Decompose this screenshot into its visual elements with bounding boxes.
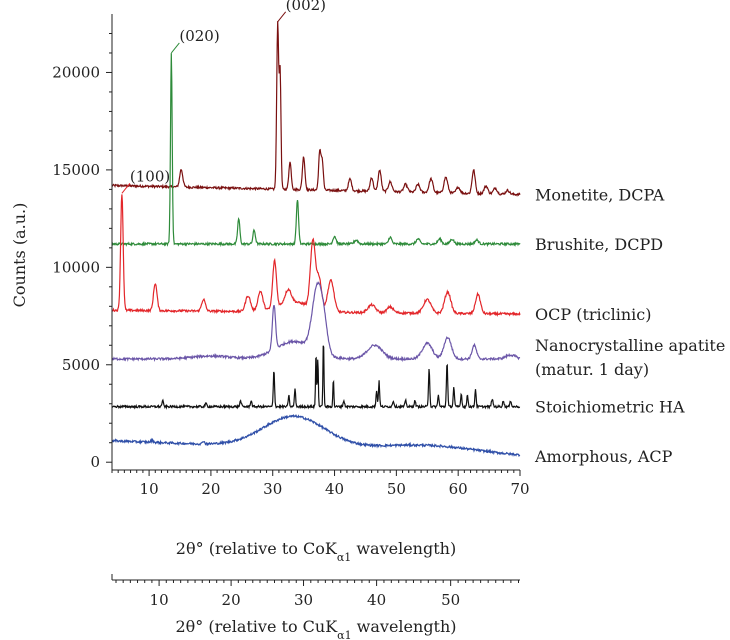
y-tick-label: 10000 <box>52 258 100 276</box>
labels-group: Monetite, DCPA Brushite, DCPD OCP (triclin… <box>121 0 725 466</box>
x-tick-label: 60 <box>449 480 468 498</box>
series-group <box>111 21 521 458</box>
cu-tick-label: 10 <box>150 591 169 609</box>
cu-tick-label: 50 <box>441 591 460 609</box>
x-tick-label: 10 <box>140 480 159 498</box>
series-name: Nanocrystalline apatite <box>535 336 725 355</box>
series-name: Amorphous, ACP <box>534 447 673 466</box>
y-axis-title: Counts (a.u.) <box>10 203 29 308</box>
series-name: Stoichiometric HA <box>535 398 685 417</box>
peak-label: (100) <box>130 167 170 185</box>
series-name: OCP (triclinic) <box>535 305 651 324</box>
x-tick-label: 30 <box>263 480 282 498</box>
series-name: Monetite, DCPA <box>535 185 665 204</box>
x-axis-title-co-prefix: 2θ° (relative to CoK <box>176 539 338 558</box>
x-tick-label: 20 <box>201 480 220 498</box>
peak-leader <box>170 42 180 54</box>
series-line <box>111 413 521 458</box>
y-tick-label: 0 <box>90 453 100 471</box>
x-tick-label: 50 <box>387 480 406 498</box>
series-line <box>111 53 521 248</box>
series-line <box>111 345 521 410</box>
cu-tick-label: 40 <box>367 591 386 609</box>
peak-label: (002) <box>286 0 326 14</box>
x-axis-title-co-suffix: wavelength) <box>351 539 456 558</box>
x-axis-title-cu-suffix: wavelength) <box>352 617 457 636</box>
x-axis-title-co: 2θ° (relative to CoKα1 wavelength) <box>176 539 456 564</box>
peak-leader <box>277 11 287 23</box>
cu-tick-label: 20 <box>222 591 241 609</box>
x-tick-label: 70 <box>510 480 529 498</box>
y-tick-label: 20000 <box>52 63 100 81</box>
series-name: Brushite, DCPD <box>535 235 663 254</box>
series-line <box>111 21 521 197</box>
y-tick-label: 15000 <box>52 161 100 179</box>
peak-leader <box>121 182 131 194</box>
main-axes: 0 5000 10000 15000 20000 10 20 30 40 50 60 70 <box>52 14 530 498</box>
x-axis-title-cu-prefix: 2θ° (relative to CuK <box>175 617 338 636</box>
series-line <box>111 281 521 363</box>
series-line <box>111 194 521 318</box>
x-axis-title-co-subscript: α1 <box>337 551 351 564</box>
x-tick-label: 40 <box>325 480 344 498</box>
y-tick-label: 5000 <box>62 356 100 374</box>
peak-label: (020) <box>179 27 219 45</box>
x-axis-title-cu-subscript: α1 <box>337 629 351 640</box>
series-name-line2: (matur. 1 day) <box>535 360 649 379</box>
x-axis-title-cu: 2θ° (relative to CuKα1 wavelength) <box>175 617 456 640</box>
cu-tick-label: 30 <box>294 591 313 609</box>
cu-axis: 10 20 30 40 50 <box>111 574 520 609</box>
